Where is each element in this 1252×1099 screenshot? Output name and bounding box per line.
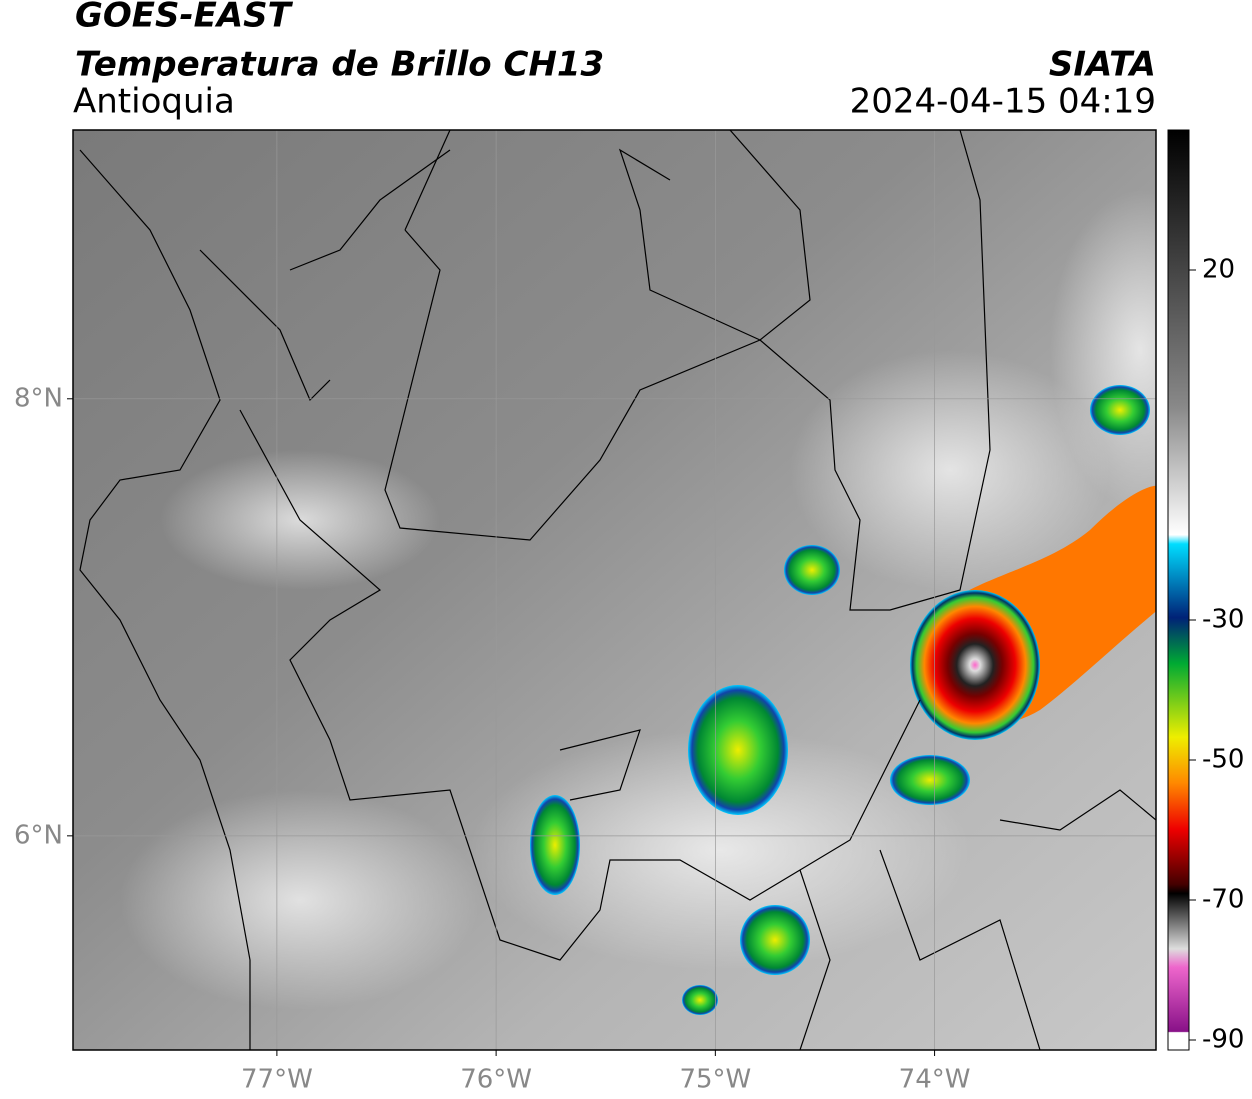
colorbar-tick-label: -30	[1202, 604, 1244, 634]
storm-cell	[688, 685, 788, 815]
storm-cell	[682, 985, 718, 1015]
colorbar-tick-label: -70	[1202, 884, 1244, 914]
cloud	[1050, 190, 1156, 510]
y-tick-label: 6°N	[14, 820, 63, 850]
x-tick-label: 75°W	[679, 1065, 751, 1095]
colorbar-tick-label: -50	[1202, 744, 1244, 774]
x-tick-label: 74°W	[899, 1065, 971, 1095]
product-title: Temperatura de Brillo CH13	[75, 45, 604, 85]
storm-cell	[530, 795, 580, 895]
map-image	[73, 130, 1156, 1050]
storm-cell	[1090, 385, 1150, 435]
storm-cell	[740, 905, 810, 975]
cloud	[470, 730, 970, 970]
colorbar-tick-label: 20	[1202, 254, 1235, 284]
y-tick-label: 8°N	[14, 383, 63, 413]
region: Antioquia	[73, 82, 235, 122]
x-tick-label: 76°W	[460, 1065, 532, 1095]
datetime: 2024-04-15 04:19	[850, 82, 1156, 122]
colorbar	[1167, 129, 1190, 1051]
cloud	[120, 790, 480, 1010]
storm-cell	[890, 755, 970, 805]
graticule	[73, 130, 1156, 1050]
agency: SIATA	[1049, 45, 1156, 85]
satellite-title: GOES-EAST	[75, 0, 294, 36]
colorbar-tick-label: -90	[1202, 1024, 1244, 1054]
map-frame	[72, 129, 1157, 1051]
storm-core	[910, 590, 1040, 740]
storm-cell	[784, 545, 840, 595]
boundaries	[79, 130, 1156, 1050]
x-tick-label: 77°W	[241, 1065, 313, 1095]
cloud	[790, 350, 1110, 590]
